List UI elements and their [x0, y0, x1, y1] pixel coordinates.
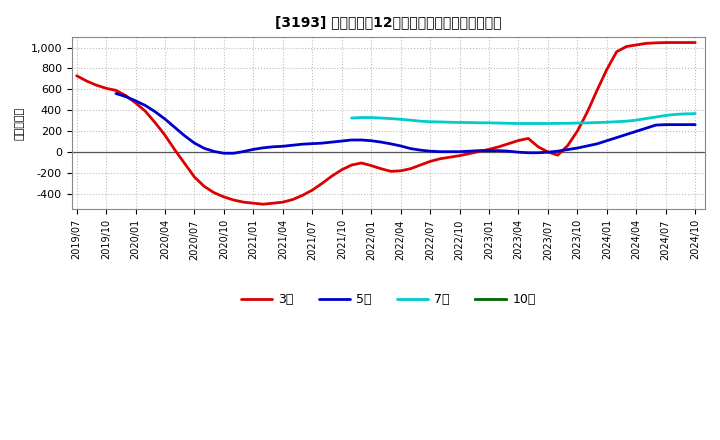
Y-axis label: （百万円）: （百万円）: [15, 107, 25, 140]
Legend: 3年, 5年, 7年, 10年: 3年, 5年, 7年, 10年: [236, 288, 541, 311]
Title: [3193] 当期純利益12か月移動合計の平均値の推移: [3193] 当期純利益12か月移動合計の平均値の推移: [275, 15, 502, 29]
